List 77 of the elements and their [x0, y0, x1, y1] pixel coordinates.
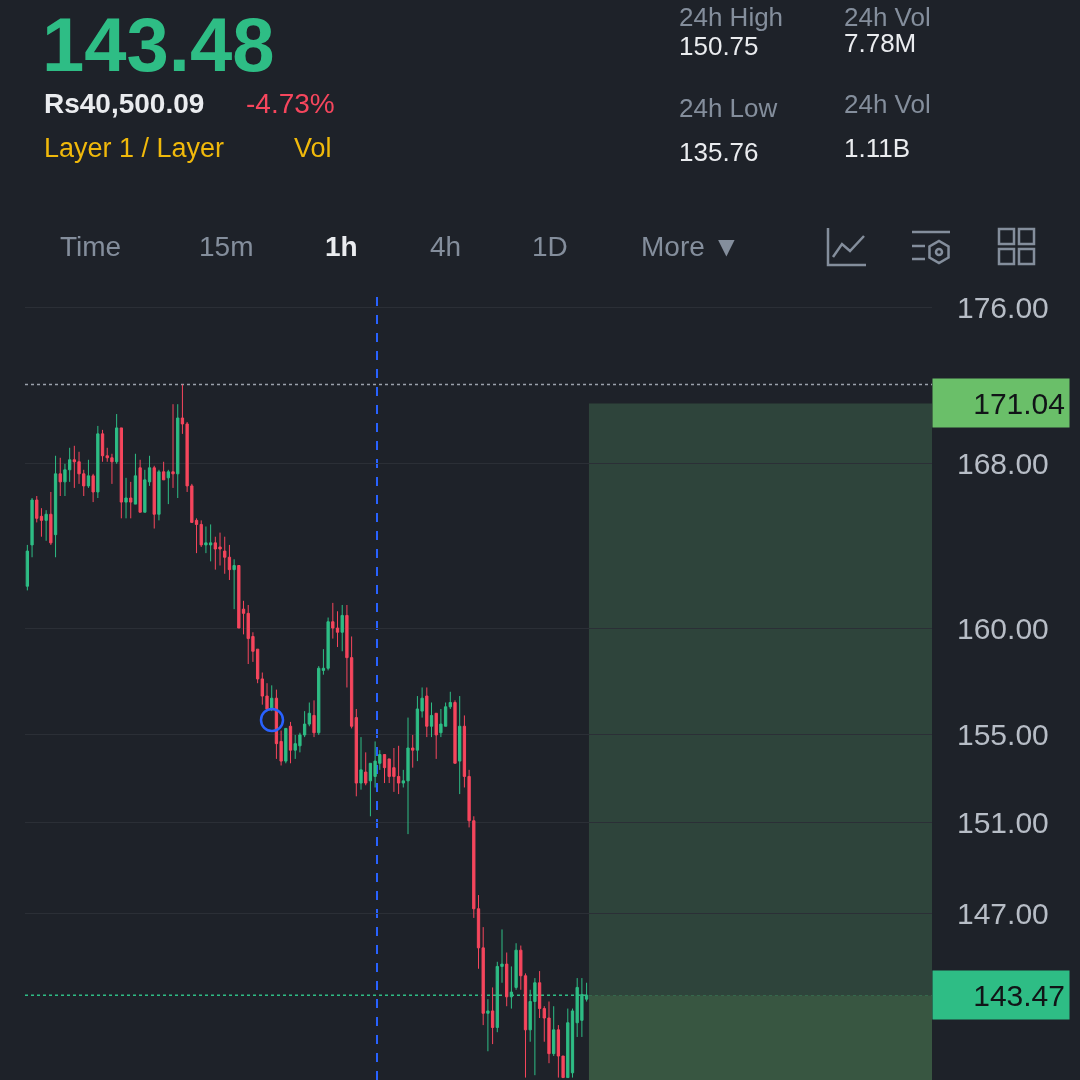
candlestick — [208, 523, 213, 562]
candlestick — [100, 429, 105, 463]
candlestick — [161, 461, 166, 481]
candlestick — [30, 497, 34, 558]
candlestick — [129, 481, 133, 519]
candlestick — [396, 745, 401, 795]
text: 1D — [532, 231, 568, 262]
candlestick — [458, 695, 462, 795]
ref-line-label: 143.47 — [973, 978, 1065, 1012]
candlestick — [307, 702, 311, 727]
candlestick — [340, 604, 344, 652]
candlestick — [138, 459, 142, 513]
candlestick — [232, 558, 236, 610]
text: 24h Vol — [844, 89, 931, 119]
candlestick — [326, 617, 330, 671]
candlestick — [171, 403, 175, 489]
candlestick — [91, 473, 95, 503]
candlestick — [364, 751, 368, 786]
candlestick — [133, 453, 138, 505]
text: Rs40,500.09 — [44, 88, 205, 119]
text: 4h — [430, 231, 462, 262]
candlestick — [58, 457, 62, 497]
candlestick — [218, 532, 222, 567]
candlestick — [406, 717, 410, 835]
candlestick — [312, 699, 316, 738]
candlestick — [490, 986, 495, 1045]
candlestick — [53, 455, 58, 558]
candlestick — [270, 684, 274, 712]
text: 15m — [199, 231, 254, 262]
candlestick — [434, 712, 438, 760]
text: Layer 1 / Layer — [44, 133, 225, 163]
candlestick — [44, 509, 48, 542]
y-tick-label: 160.00 — [957, 611, 1049, 645]
candlestick — [425, 686, 429, 738]
text: 1h — [325, 231, 358, 262]
candlestick — [354, 708, 358, 797]
y-tick-label: 155.00 — [957, 718, 1049, 752]
candlestick — [552, 1005, 556, 1057]
candlestick — [359, 736, 363, 791]
candlestick — [566, 1008, 570, 1079]
candlestick — [284, 727, 288, 764]
candlestick — [453, 699, 457, 764]
text: Time — [60, 231, 122, 262]
y-tick-label: 168.00 — [957, 447, 1049, 481]
candlestick — [86, 459, 91, 489]
text: 135.76 — [679, 137, 759, 167]
candlestick — [556, 1024, 561, 1079]
candlestick — [514, 942, 518, 991]
chart-title: 143.48 — [42, 1, 275, 87]
candlestick — [411, 734, 415, 769]
candlestick — [96, 425, 100, 499]
y-tick-label: 176.00 — [957, 290, 1049, 324]
candlestick — [176, 403, 180, 499]
text: 1.11B — [844, 133, 911, 163]
candlestick — [49, 491, 53, 546]
candlestick — [166, 469, 170, 505]
text: Vol — [294, 133, 332, 163]
text: 150.75 — [679, 31, 759, 61]
text: More ▼ — [641, 231, 741, 262]
candlestick — [119, 427, 123, 519]
candlestick — [124, 477, 128, 519]
band-label: 171.04 — [973, 386, 1065, 420]
y-tick-label: 147.00 — [957, 896, 1049, 930]
candlestick — [114, 413, 119, 465]
y-tick-label: 151.00 — [957, 806, 1049, 840]
candlestick — [288, 721, 293, 764]
candlestick — [382, 754, 387, 784]
candlestick — [448, 691, 452, 710]
candlestick — [25, 544, 29, 591]
candlestick — [505, 952, 509, 1007]
candlestick — [152, 465, 156, 530]
text: 24h High — [679, 2, 784, 32]
text: -4.73% — [246, 88, 335, 119]
candlestick — [429, 702, 434, 738]
text: 24h Low — [679, 93, 778, 123]
candlestick — [157, 469, 161, 521]
candlestick — [486, 998, 490, 1052]
